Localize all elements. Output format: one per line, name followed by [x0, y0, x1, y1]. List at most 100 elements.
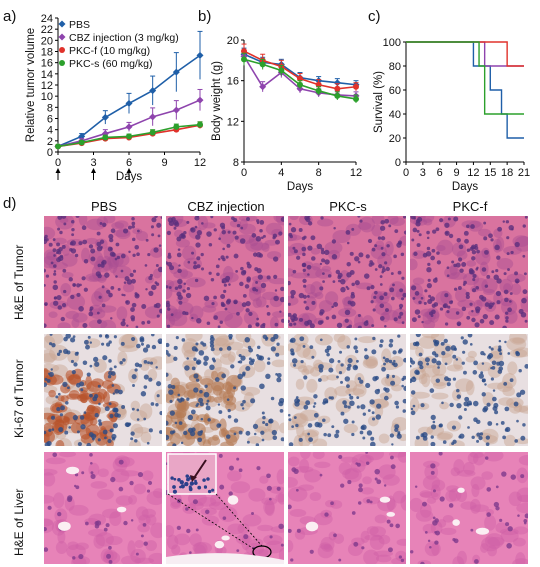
- nucleus: [194, 225, 198, 229]
- nucleus: [345, 229, 351, 235]
- nucleus: [288, 319, 290, 324]
- tissue-blotch: [192, 541, 213, 554]
- nucleus: [379, 303, 385, 309]
- nucleus: [403, 385, 406, 392]
- nucleus: [166, 285, 169, 289]
- nucleus: [324, 259, 330, 265]
- tissue-blotch: [276, 469, 284, 485]
- nucleus: [224, 307, 228, 311]
- tissue-blotch: [442, 514, 454, 523]
- nucleus: [280, 437, 284, 442]
- nucleus: [384, 357, 390, 363]
- liver-vessel: [221, 535, 230, 541]
- nucleus: [441, 351, 446, 356]
- nucleus: [379, 283, 383, 286]
- chart-a-point: [149, 113, 157, 121]
- tissue-blotch: [137, 523, 150, 533]
- tissue-blotch: [173, 270, 193, 280]
- nucleus: [222, 516, 227, 520]
- row-title-he-liver: H&E of Liver: [12, 488, 26, 556]
- nucleus: [491, 366, 496, 370]
- tissue-blotch: [59, 452, 77, 458]
- tissue-blotch: [444, 308, 464, 320]
- tissue-blotch: [426, 424, 445, 436]
- chart-a-point: [102, 134, 109, 141]
- tissue-blotch: [299, 409, 320, 422]
- nucleus: [524, 216, 528, 219]
- nucleus: [462, 339, 468, 345]
- nucleus: [491, 270, 495, 274]
- nucleus: [312, 405, 316, 408]
- nucleus: [267, 357, 271, 361]
- nucleus: [364, 354, 369, 360]
- tissue-blotch: [460, 501, 477, 510]
- nucleus: [452, 377, 457, 381]
- nucleus: [438, 423, 443, 428]
- tissue-blotch: [465, 356, 476, 363]
- chart-a-point: [149, 129, 156, 136]
- nucleus: [116, 255, 121, 260]
- tissue-blotch: [512, 558, 528, 564]
- chart-c-survival-line: [406, 41, 524, 115]
- nucleus: [475, 306, 481, 312]
- tissue-blotch: [456, 469, 476, 477]
- nucleus: [470, 224, 475, 229]
- tissue-blotch: [265, 540, 284, 554]
- inset-nucleus: [184, 481, 189, 487]
- nucleus: [52, 248, 57, 253]
- nucleus: [270, 346, 276, 352]
- nucleus: [426, 230, 430, 235]
- nucleus: [173, 226, 177, 230]
- tissue-blotch: [515, 552, 526, 564]
- nucleus: [524, 364, 528, 369]
- nucleus: [471, 249, 477, 255]
- nucleus: [413, 251, 418, 257]
- nucleus: [112, 407, 118, 413]
- tissue-blotch: [152, 488, 162, 499]
- tissue-blotch: [115, 495, 133, 506]
- chart-b-xtick-label: 12: [350, 167, 362, 179]
- nucleus: [221, 373, 227, 379]
- tissue-blotch: [497, 381, 513, 393]
- tissue-blotch: [357, 336, 377, 344]
- column-title-cbz: CBZ injection: [187, 199, 265, 214]
- nucleus: [481, 362, 485, 365]
- nucleus: [196, 256, 201, 261]
- nucleus: [227, 230, 231, 234]
- tissue-blotch: [68, 504, 89, 516]
- tissue-blotch: [145, 514, 157, 526]
- nucleus: [444, 362, 448, 366]
- tissue-blotch: [374, 301, 393, 316]
- tissue-blotch: [242, 513, 262, 527]
- nucleus: [375, 414, 382, 420]
- nucleus: [146, 489, 151, 493]
- nucleus: [295, 396, 299, 399]
- nucleus: [101, 285, 105, 289]
- nucleus: [206, 321, 211, 326]
- nucleus: [484, 383, 487, 386]
- nucleus: [57, 305, 63, 310]
- nucleus: [151, 217, 157, 223]
- tissue-blotch: [498, 397, 514, 406]
- nucleus: [56, 242, 61, 247]
- tissue-blotch: [45, 457, 66, 465]
- tissue-blotch: [111, 222, 125, 230]
- nucleus: [187, 260, 191, 264]
- nucleus: [333, 226, 336, 230]
- nucleus: [426, 267, 432, 273]
- nucleus: [228, 465, 234, 471]
- tissue-blotch: [446, 364, 464, 372]
- nucleus: [173, 356, 178, 361]
- nucleus: [351, 432, 355, 437]
- nucleus: [445, 231, 448, 235]
- row-title-ki67-tumor: Ki-67 of Tumor: [12, 359, 26, 438]
- nucleus: [479, 318, 485, 324]
- nucleus: [193, 261, 197, 265]
- nucleus: [218, 258, 221, 261]
- nucleus: [483, 221, 487, 225]
- nucleus: [121, 293, 124, 297]
- tissue-blotch: [88, 250, 104, 266]
- nucleus: [257, 274, 263, 280]
- nucleus: [431, 358, 437, 364]
